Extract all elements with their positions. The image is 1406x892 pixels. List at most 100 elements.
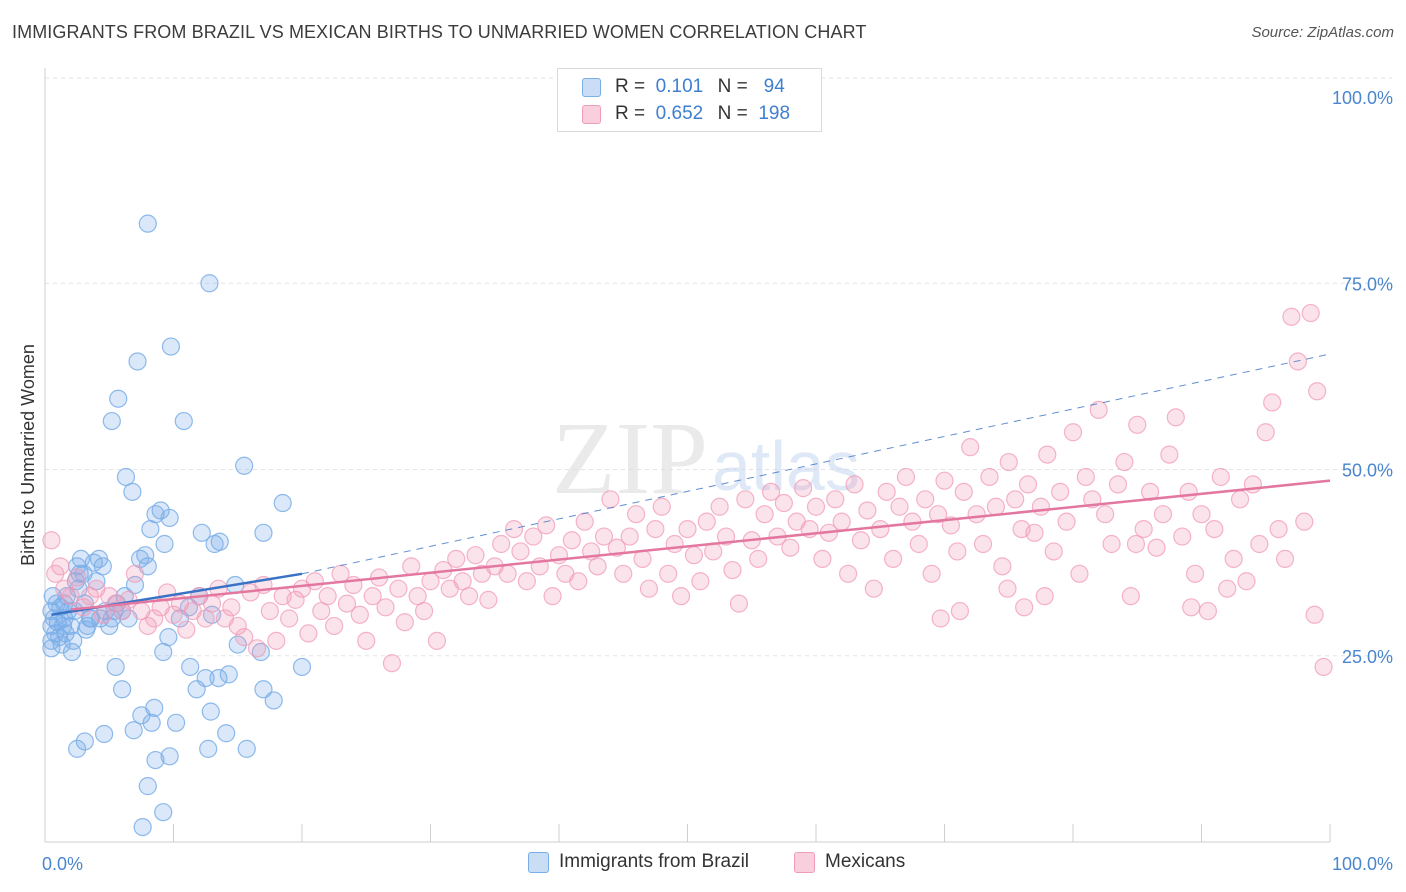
mexicans-point <box>1038 445 1057 464</box>
mexicans-point <box>639 579 659 598</box>
mexicans-point <box>1173 527 1192 546</box>
mexicans-point <box>1263 393 1282 412</box>
mexicans-point <box>614 564 633 583</box>
mexicans-point <box>466 546 485 565</box>
mexicans-point <box>806 497 826 516</box>
brazil-point <box>201 702 220 721</box>
brazil-point <box>61 616 80 636</box>
mexicans-point <box>1096 505 1115 524</box>
mexicans-point <box>967 505 986 524</box>
mexicans-point <box>1126 534 1146 554</box>
mexicans-point <box>1282 307 1301 326</box>
mexicans-point <box>845 475 864 494</box>
mexicans-point <box>1182 598 1201 617</box>
brazil-point <box>235 456 254 475</box>
brazil-point <box>128 352 147 371</box>
mexicans-point <box>504 519 524 539</box>
mexicans-point <box>588 557 607 576</box>
mexicans-point <box>736 490 755 509</box>
mexicans-point <box>318 587 337 606</box>
mexicans-point <box>1218 579 1237 598</box>
mexicans-point <box>594 527 614 546</box>
mexicans-point <box>517 572 536 591</box>
mexicans-point <box>1301 303 1320 323</box>
brazil-point <box>200 274 219 293</box>
mexicans-point <box>305 572 324 591</box>
mexicans-point <box>684 546 704 565</box>
mexicans-point <box>890 497 909 516</box>
axes <box>44 68 1331 843</box>
legend-r-value-mexicans: 0.652 <box>655 103 704 124</box>
brazil-point <box>142 713 161 732</box>
brazil-point <box>124 721 143 740</box>
mexicans-point <box>883 549 903 569</box>
mexicans-point <box>267 631 286 650</box>
bottom-legend-mexicans: Mexicans <box>794 851 905 873</box>
brazil-point <box>77 620 96 639</box>
mexicans-point <box>1166 408 1185 427</box>
brazil-point <box>292 657 312 677</box>
mexicans-point <box>382 654 402 673</box>
mexicans-point <box>1237 572 1256 591</box>
mexicans-point <box>1025 523 1044 542</box>
mexicans-point <box>138 616 157 636</box>
bottom-legend-swatch-brazil <box>528 851 549 873</box>
mexicans-point <box>427 631 447 650</box>
mexicans-point <box>755 505 774 524</box>
mexicans-point <box>858 501 877 520</box>
legend-r-label: R = <box>615 76 646 97</box>
mexicans-point <box>1102 534 1121 554</box>
mexicans-point <box>922 564 941 583</box>
mexicans-point <box>678 519 697 539</box>
bottom-legend-label-mexicans: Mexicans <box>825 851 906 872</box>
mexicans-point <box>948 542 967 561</box>
mexicans-point <box>697 512 716 531</box>
legend-row-brazil: R = 0.101 N = 94 <box>582 75 785 99</box>
legend-r-value-brazil: 0.101 <box>655 76 704 97</box>
mexicans-point <box>1108 475 1128 494</box>
legend-n-label: N = <box>717 103 748 124</box>
mexicans-point <box>1057 512 1076 531</box>
brazil-point <box>209 668 228 688</box>
mexicans-point <box>414 601 434 621</box>
mexicans-trend-line <box>70 479 1331 611</box>
mexicans-point <box>998 579 1017 598</box>
brazil-point <box>237 739 256 758</box>
mexicans-point <box>164 605 183 624</box>
mexicans-point <box>55 579 74 598</box>
mexicans-point <box>325 616 344 636</box>
mexicans-point <box>950 601 970 621</box>
mexicans-point <box>729 594 749 613</box>
tick-labels: 25.0% 50.0% 75.0% 100.0% 0.0% 100.0% <box>42 88 1393 874</box>
brazil-point <box>166 713 186 732</box>
brazil-point <box>155 534 174 554</box>
brazil-point <box>254 680 273 699</box>
mexicans-point <box>280 609 299 628</box>
brazil-point <box>138 214 157 233</box>
brazil-point <box>192 523 211 542</box>
y-tick-label: 25.0% <box>1342 647 1393 667</box>
brazil-point <box>160 508 179 528</box>
mexicans-point <box>896 467 916 487</box>
mexicans-point <box>710 497 729 516</box>
mexicans-point <box>839 564 858 583</box>
mexicans-point <box>1153 505 1173 524</box>
mexicans-point <box>723 560 742 580</box>
mexicans-point <box>1160 445 1179 464</box>
mexicans-point <box>1006 490 1025 509</box>
mexicans-point <box>665 534 684 554</box>
brazil-point <box>217 724 236 743</box>
mexicans-point <box>761 482 781 501</box>
correlation-legend: R = 0.101 N = 94 R = 0.652 N = 198 <box>557 68 822 132</box>
mexicans-point <box>1035 587 1054 606</box>
mexicans-point <box>222 598 241 617</box>
brazil-point <box>102 411 121 431</box>
mexicans-point <box>1305 605 1324 624</box>
legend-swatch-mexicans <box>582 104 601 124</box>
brazil-point <box>199 739 218 758</box>
mexicans-point <box>659 564 678 583</box>
y-axis-label: Births to Unmarried Women <box>18 344 38 566</box>
mexicans-point <box>749 549 768 569</box>
mexicans-point <box>80 587 100 606</box>
brazil-point <box>133 817 152 837</box>
